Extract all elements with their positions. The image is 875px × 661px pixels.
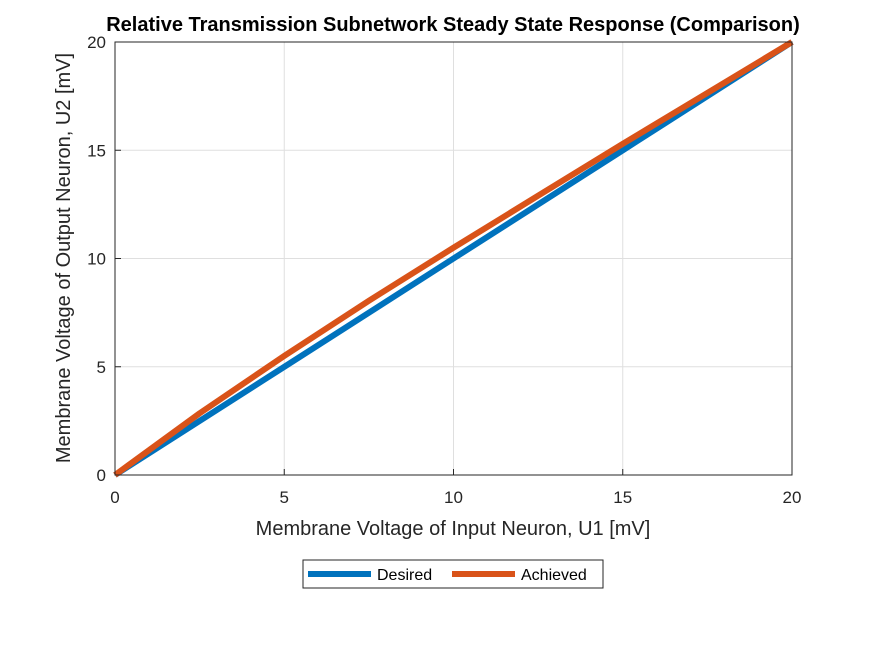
series-line-achieved [113, 39, 794, 478]
x-tick-label: 10 [444, 488, 463, 507]
series-line-desired [113, 39, 794, 478]
x-tick-label: 5 [280, 488, 289, 507]
y-tick-label: 20 [87, 33, 106, 52]
legend-label-achieved: Achieved [521, 567, 587, 584]
x-axis-label: Membrane Voltage of Input Neuron, U1 [mV… [256, 518, 651, 540]
y-tick-label: 0 [97, 466, 106, 485]
x-tick-label: 0 [110, 488, 119, 507]
legend: Desired Achieved [302, 559, 604, 589]
x-tick-label: 20 [783, 488, 802, 507]
y-axis-label: Membrane Voltage of Output Neuron, U2 [m… [53, 53, 75, 463]
series-layer [113, 39, 794, 478]
y-tick-label: 5 [97, 358, 106, 377]
legend-label-desired: Desired [377, 567, 432, 584]
chart-title: Relative Transmission Subnetwork Steady … [106, 14, 800, 36]
x-tick-label: 15 [613, 488, 632, 507]
grid-lines [115, 42, 792, 475]
axis-ticks: 0 5 10 15 20 0 5 10 15 20 [87, 33, 801, 507]
y-tick-label: 15 [87, 141, 106, 160]
y-tick-label: 10 [87, 250, 106, 269]
